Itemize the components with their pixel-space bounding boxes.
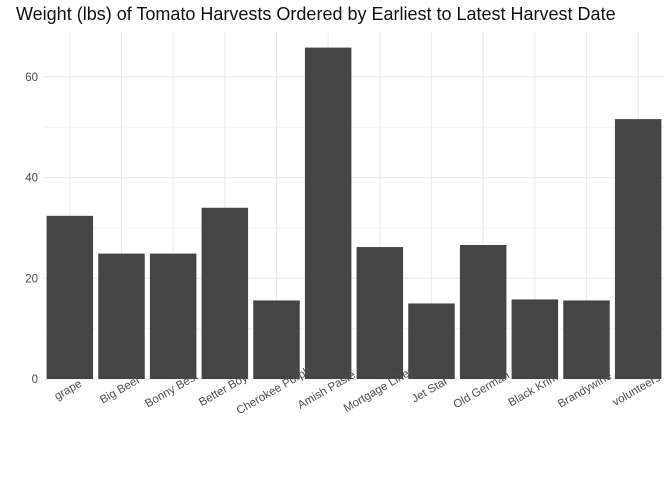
bar — [149, 253, 197, 379]
bar — [563, 300, 610, 379]
x-tick-label: grape — [53, 378, 84, 403]
y-axis: 0 20 40 60 — [25, 72, 38, 386]
bar — [98, 253, 145, 379]
bar — [356, 247, 404, 379]
bar — [46, 215, 94, 379]
bars-layer — [46, 47, 662, 380]
chart-title: Weight (lbs) of Tomato Harvests Ordered … — [16, 4, 616, 24]
bar — [408, 303, 455, 379]
bar — [253, 300, 300, 379]
bar — [614, 119, 662, 380]
bar — [459, 245, 507, 379]
y-tick-label: 40 — [25, 173, 38, 185]
x-tick-label: Jet Star — [410, 375, 450, 405]
bar — [511, 299, 559, 379]
y-tick-label: 0 — [32, 374, 38, 386]
bar — [304, 47, 352, 379]
y-tick-label: 60 — [25, 72, 38, 84]
bar — [201, 207, 249, 379]
y-tick-label: 20 — [25, 273, 38, 285]
